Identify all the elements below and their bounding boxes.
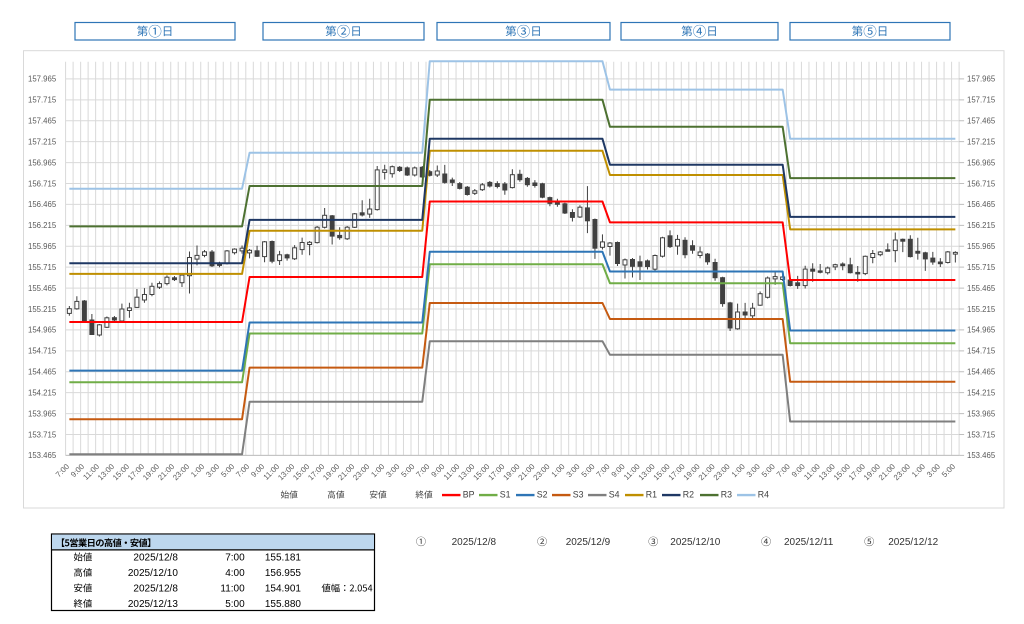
svg-text:2025/12/10: 2025/12/10	[670, 537, 720, 548]
svg-text:7:00: 7:00	[225, 552, 245, 563]
svg-text:153.715: 153.715	[967, 430, 996, 439]
svg-text:155.965: 155.965	[967, 242, 996, 251]
svg-text:154.965: 154.965	[28, 326, 57, 335]
svg-text:155.965: 155.965	[28, 242, 57, 251]
svg-text:2025/12/8: 2025/12/8	[452, 537, 497, 548]
svg-text:S2: S2	[537, 490, 548, 500]
svg-text:157.965: 157.965	[28, 75, 57, 84]
svg-text:2025/12/12: 2025/12/12	[888, 537, 938, 548]
svg-text:157.465: 157.465	[967, 117, 996, 126]
svg-text:R1: R1	[646, 490, 657, 500]
svg-text:155.465: 155.465	[28, 284, 57, 293]
svg-text:156.465: 156.465	[967, 200, 996, 209]
svg-text:156.955: 156.955	[265, 568, 302, 579]
svg-text:154.715: 154.715	[28, 347, 57, 356]
svg-text:11:00: 11:00	[220, 583, 245, 594]
svg-text:155.880: 155.880	[265, 599, 302, 610]
svg-text:BP: BP	[463, 490, 475, 500]
svg-text:155.181: 155.181	[265, 552, 302, 563]
svg-text:156.215: 156.215	[28, 221, 57, 230]
svg-text:154.215: 154.215	[28, 388, 57, 397]
svg-text:157.215: 157.215	[967, 137, 996, 146]
svg-text:2025/12/8: 2025/12/8	[133, 552, 178, 563]
svg-text:S3: S3	[573, 490, 584, 500]
svg-text:156.965: 156.965	[28, 158, 57, 167]
svg-text:157.465: 157.465	[28, 117, 57, 126]
svg-text:R2: R2	[683, 490, 694, 500]
svg-text:155.215: 155.215	[28, 305, 57, 314]
svg-text:154.965: 154.965	[967, 326, 996, 335]
svg-text:157.715: 157.715	[967, 96, 996, 105]
svg-text:154.465: 154.465	[967, 368, 996, 377]
svg-text:155.465: 155.465	[967, 284, 996, 293]
svg-text:153.465: 153.465	[28, 451, 57, 460]
svg-text:5:00: 5:00	[225, 599, 245, 610]
svg-text:156.715: 156.715	[28, 179, 57, 188]
svg-text:153.465: 153.465	[967, 451, 996, 460]
svg-text:156.215: 156.215	[967, 221, 996, 230]
svg-text:153.965: 153.965	[28, 409, 57, 418]
svg-text:S1: S1	[500, 490, 511, 500]
svg-text:155.715: 155.715	[967, 263, 996, 272]
svg-text:S4: S4	[609, 490, 620, 500]
svg-text:157.215: 157.215	[28, 137, 57, 146]
svg-text:R4: R4	[758, 490, 769, 500]
svg-text:154.901: 154.901	[265, 583, 302, 594]
svg-text:156.715: 156.715	[967, 179, 996, 188]
svg-text:2025/12/13: 2025/12/13	[128, 599, 178, 610]
svg-text:2025/12/8: 2025/12/8	[133, 583, 178, 594]
svg-text:157.715: 157.715	[28, 96, 57, 105]
svg-text:155.215: 155.215	[967, 305, 996, 314]
svg-text:2025/12/9: 2025/12/9	[566, 537, 611, 548]
svg-text:2025/12/11: 2025/12/11	[784, 537, 834, 548]
svg-text:4:00: 4:00	[225, 568, 245, 579]
svg-text:154.465: 154.465	[28, 368, 57, 377]
svg-text:153.715: 153.715	[28, 430, 57, 439]
svg-text:2025/12/10: 2025/12/10	[128, 568, 178, 579]
svg-text:154.715: 154.715	[967, 347, 996, 356]
svg-text:155.715: 155.715	[28, 263, 57, 272]
svg-text:156.965: 156.965	[967, 158, 996, 167]
svg-text:156.465: 156.465	[28, 200, 57, 209]
svg-text:157.965: 157.965	[967, 75, 996, 84]
svg-text:R3: R3	[721, 490, 732, 500]
svg-text:154.215: 154.215	[967, 388, 996, 397]
svg-text:153.965: 153.965	[967, 409, 996, 418]
